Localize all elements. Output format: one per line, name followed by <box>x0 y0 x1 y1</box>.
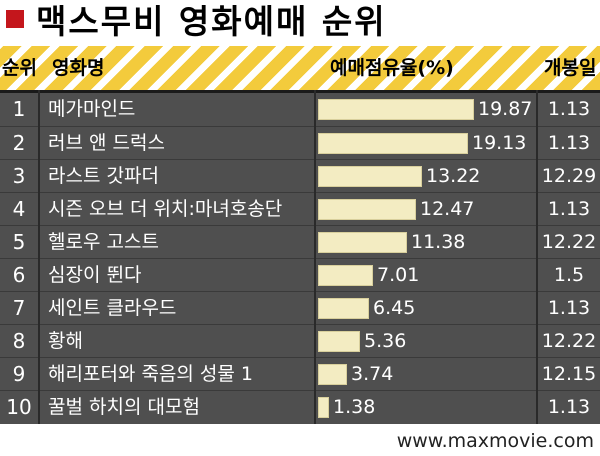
title-row: 맥스무비 영화예매 순위 <box>0 0 600 46</box>
share-bar <box>318 298 369 319</box>
ranking-table: 1 메가마인드 19.87 1.13 2 러브 앤 드럭스 19.13 1.13 3 라스트 갓파… <box>0 90 600 424</box>
share-value: 11.38 <box>411 231 466 253</box>
share-bar <box>318 232 407 253</box>
movie-title: 심장이 뛴다 <box>48 264 142 286</box>
share-bar <box>318 133 468 154</box>
table-row: 4 시즌 오브 더 위치:마녀호송단 12.47 1.13 <box>0 192 600 225</box>
table-row: 9 해리포터와 죽음의 성물 1 3.74 12.15 <box>0 357 600 390</box>
share-value: 13.22 <box>426 165 481 187</box>
movie-title: 시즌 오브 더 위치:마녀호송단 <box>48 198 283 220</box>
table-row: 3 라스트 갓파더 13.22 12.29 <box>0 159 600 192</box>
header-share: 예매점유율(%) <box>330 57 454 79</box>
release-date: 1.13 <box>547 396 591 418</box>
table-row: 5 헬로우 고스트 11.38 12.22 <box>0 225 600 258</box>
header-release: 개봉일 <box>544 57 597 79</box>
share-value: 7.01 <box>377 264 420 286</box>
release-date: 12.29 <box>541 165 597 187</box>
rank-label: 9 <box>12 362 26 386</box>
table-header: 순위 영화명 예매점유율(%) 개봉일 <box>0 46 600 90</box>
share-value: 5.36 <box>364 330 407 352</box>
table-row: 7 세인트 클라우드 6.45 1.13 <box>0 291 600 324</box>
source-credit: www.maxmovie.com <box>396 430 594 452</box>
share-value: 1.38 <box>333 396 376 418</box>
share-bar <box>318 397 329 418</box>
rank-label: 4 <box>12 197 26 221</box>
release-date: 1.13 <box>547 98 591 120</box>
release-date: 12.22 <box>541 330 597 352</box>
share-value: 19.87 <box>478 98 533 120</box>
header-rank: 순위 <box>2 57 37 79</box>
rank-label: 3 <box>12 164 26 188</box>
title-square-icon <box>6 10 24 28</box>
rank-label: 1 <box>12 97 26 121</box>
table-row: 1 메가마인드 19.87 1.13 <box>0 93 600 126</box>
table-row: 6 심장이 뛴다 7.01 1.5 <box>0 258 600 291</box>
rank-label: 8 <box>12 329 26 353</box>
share-bar <box>318 99 474 120</box>
movie-title: 헬로우 고스트 <box>48 231 159 253</box>
release-date: 1.13 <box>547 132 591 154</box>
share-value: 12.47 <box>420 198 475 220</box>
chart-title: 맥스무비 영화예매 순위 <box>36 2 387 41</box>
movie-title: 꿀벌 하치의 대모험 <box>48 396 200 418</box>
share-bar <box>318 166 422 187</box>
movie-title: 라스트 갓파더 <box>48 165 159 187</box>
table-row: 8 황해 5.36 12.22 <box>0 324 600 357</box>
rank-label: 5 <box>12 230 26 254</box>
rank-label: 7 <box>12 296 26 320</box>
column-divider <box>314 90 316 424</box>
share-value: 3.74 <box>351 363 394 385</box>
release-date: 1.13 <box>547 198 591 220</box>
column-divider <box>38 90 40 424</box>
table-row: 2 러브 앤 드럭스 19.13 1.13 <box>0 126 600 159</box>
rank-label: 2 <box>12 131 26 155</box>
share-bar <box>318 265 373 286</box>
rank-label: 10 <box>6 395 32 419</box>
share-bar <box>318 199 416 220</box>
table-row: 10 꿀벌 하치의 대모험 1.38 1.13 <box>0 390 600 423</box>
movie-title: 해리포터와 죽음의 성물 1 <box>48 363 254 385</box>
share-value: 19.13 <box>472 132 527 154</box>
movie-title: 황해 <box>48 330 83 352</box>
column-divider <box>536 90 538 424</box>
share-value: 6.45 <box>373 297 416 319</box>
release-date: 12.15 <box>541 363 597 385</box>
release-date: 1.5 <box>553 264 585 286</box>
movie-title: 세인트 클라우드 <box>48 297 177 319</box>
movie-title: 러브 앤 드럭스 <box>48 132 165 154</box>
release-date: 1.13 <box>547 297 591 319</box>
movie-title: 메가마인드 <box>48 98 136 120</box>
share-bar <box>318 364 347 385</box>
rank-label: 6 <box>12 263 26 287</box>
share-bar <box>318 331 360 352</box>
release-date: 12.22 <box>541 231 597 253</box>
header-title: 영화명 <box>52 57 105 79</box>
